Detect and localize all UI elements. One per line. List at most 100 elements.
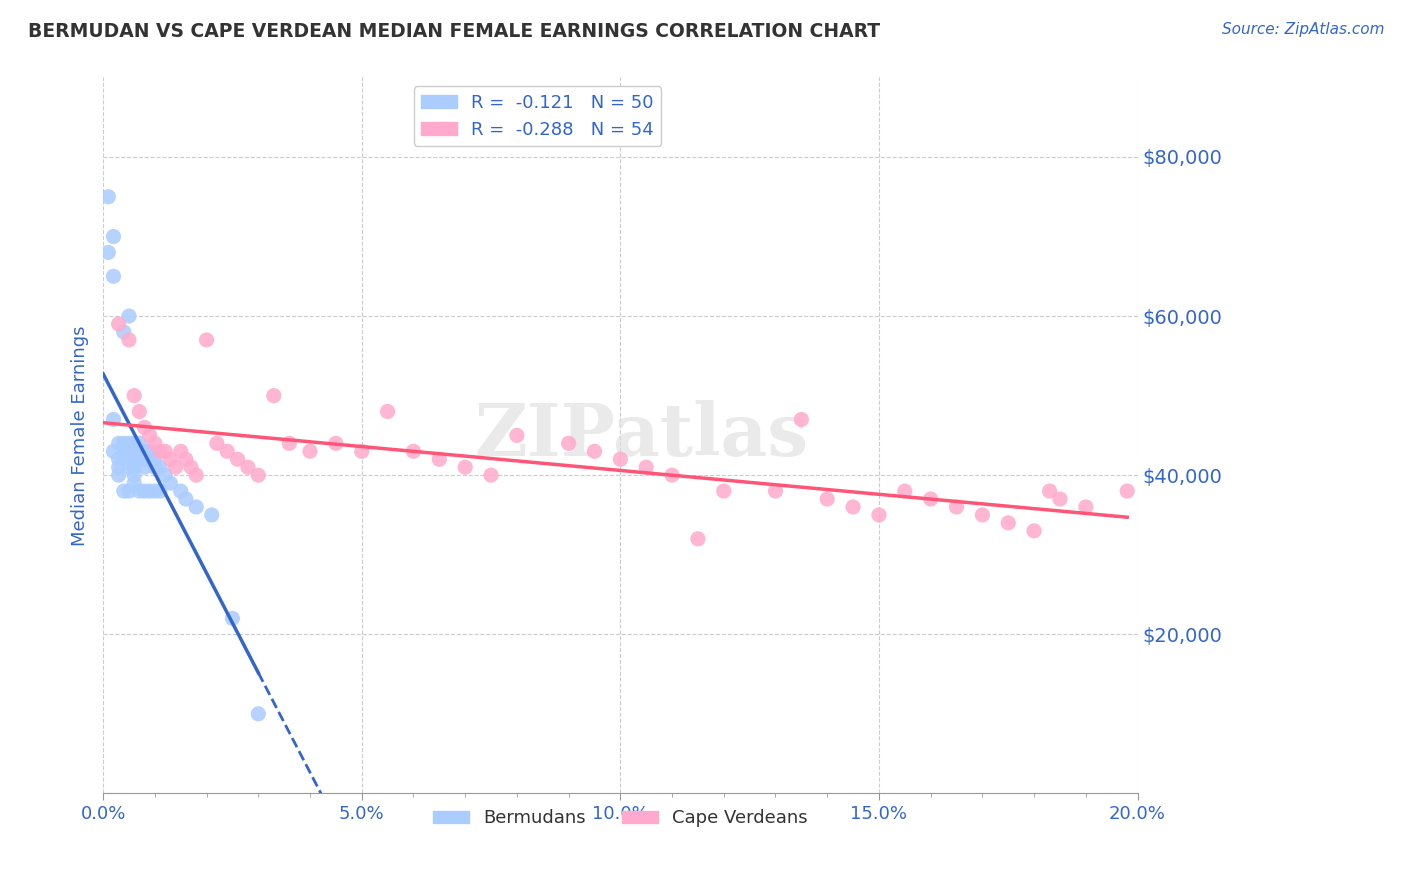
Point (122, 468, 145, 483)
Point (97, 190, 120, 204)
Point (661, 468, 683, 483)
Point (170, 444, 193, 458)
Point (815, 491, 838, 506)
Point (325, 436, 347, 450)
Point (128, 444, 150, 458)
Point (636, 460, 658, 475)
Point (713, 484, 735, 499)
Point (107, 452, 129, 467)
Text: BERMUDAN VS CAPE VERDEAN MEDIAN FEMALE EARNINGS CORRELATION CHART: BERMUDAN VS CAPE VERDEAN MEDIAN FEMALE E… (28, 22, 880, 41)
Point (107, 436, 129, 450)
Point (298, 444, 321, 458)
Point (159, 476, 181, 491)
Point (174, 491, 197, 506)
Point (112, 452, 135, 467)
Point (557, 436, 579, 450)
Point (103, 229, 125, 244)
Point (278, 436, 301, 450)
Point (894, 484, 917, 499)
Point (118, 436, 141, 450)
Point (1039, 484, 1062, 499)
Point (790, 412, 813, 426)
Point (143, 460, 166, 475)
Point (402, 444, 425, 458)
Point (128, 452, 150, 467)
Point (134, 444, 156, 458)
Point (143, 436, 166, 450)
Point (454, 460, 477, 475)
Point (112, 444, 135, 458)
Point (128, 484, 150, 499)
Point (122, 476, 145, 491)
Point (945, 500, 967, 514)
Point (153, 468, 176, 483)
Point (217, 444, 239, 458)
Point (205, 436, 228, 450)
Point (138, 444, 160, 458)
Text: Source: ZipAtlas.com: Source: ZipAtlas.com (1222, 22, 1385, 37)
Point (138, 452, 160, 467)
Point (143, 484, 166, 499)
Point (149, 484, 172, 499)
Point (128, 436, 150, 450)
Point (134, 484, 156, 499)
Point (134, 460, 156, 475)
Point (174, 452, 197, 467)
Point (583, 444, 606, 458)
Point (479, 468, 502, 483)
Y-axis label: Median Female Earnings: Median Female Earnings (72, 326, 89, 546)
Point (153, 444, 176, 458)
Point (609, 452, 631, 467)
Point (118, 309, 141, 323)
Point (350, 444, 373, 458)
Point (97, 245, 120, 260)
Point (103, 269, 125, 284)
Point (112, 436, 135, 450)
Point (247, 468, 270, 483)
Point (377, 404, 399, 418)
Point (170, 484, 193, 499)
Point (195, 333, 218, 347)
Point (107, 460, 129, 475)
Point (138, 428, 160, 442)
Text: ZIPatlas: ZIPatlas (474, 400, 808, 471)
Point (506, 428, 529, 442)
Point (1116, 484, 1139, 499)
Point (149, 460, 172, 475)
Point (122, 460, 145, 475)
Point (186, 500, 208, 514)
Point (138, 484, 160, 499)
Point (972, 508, 994, 522)
Point (997, 516, 1019, 530)
Point (686, 532, 709, 546)
Point (122, 389, 145, 403)
Point (842, 500, 865, 514)
Point (263, 389, 285, 403)
Point (122, 436, 145, 450)
Point (226, 452, 249, 467)
Point (868, 508, 890, 522)
Point (112, 484, 135, 499)
Point (920, 491, 942, 506)
Legend: Bermudans, Cape Verdeans: Bermudans, Cape Verdeans (426, 802, 815, 834)
Point (143, 452, 166, 467)
Point (1049, 491, 1071, 506)
Point (118, 444, 141, 458)
Point (201, 508, 224, 522)
Point (122, 452, 145, 467)
Point (765, 484, 787, 499)
Point (118, 484, 141, 499)
Point (159, 452, 181, 467)
Point (103, 412, 125, 426)
Point (112, 325, 135, 339)
Point (107, 317, 129, 331)
Point (118, 460, 141, 475)
Point (247, 706, 270, 721)
Point (186, 468, 208, 483)
Point (1022, 524, 1045, 538)
Point (221, 611, 243, 625)
Point (236, 460, 259, 475)
Point (149, 444, 172, 458)
Point (118, 333, 141, 347)
Point (103, 444, 125, 458)
